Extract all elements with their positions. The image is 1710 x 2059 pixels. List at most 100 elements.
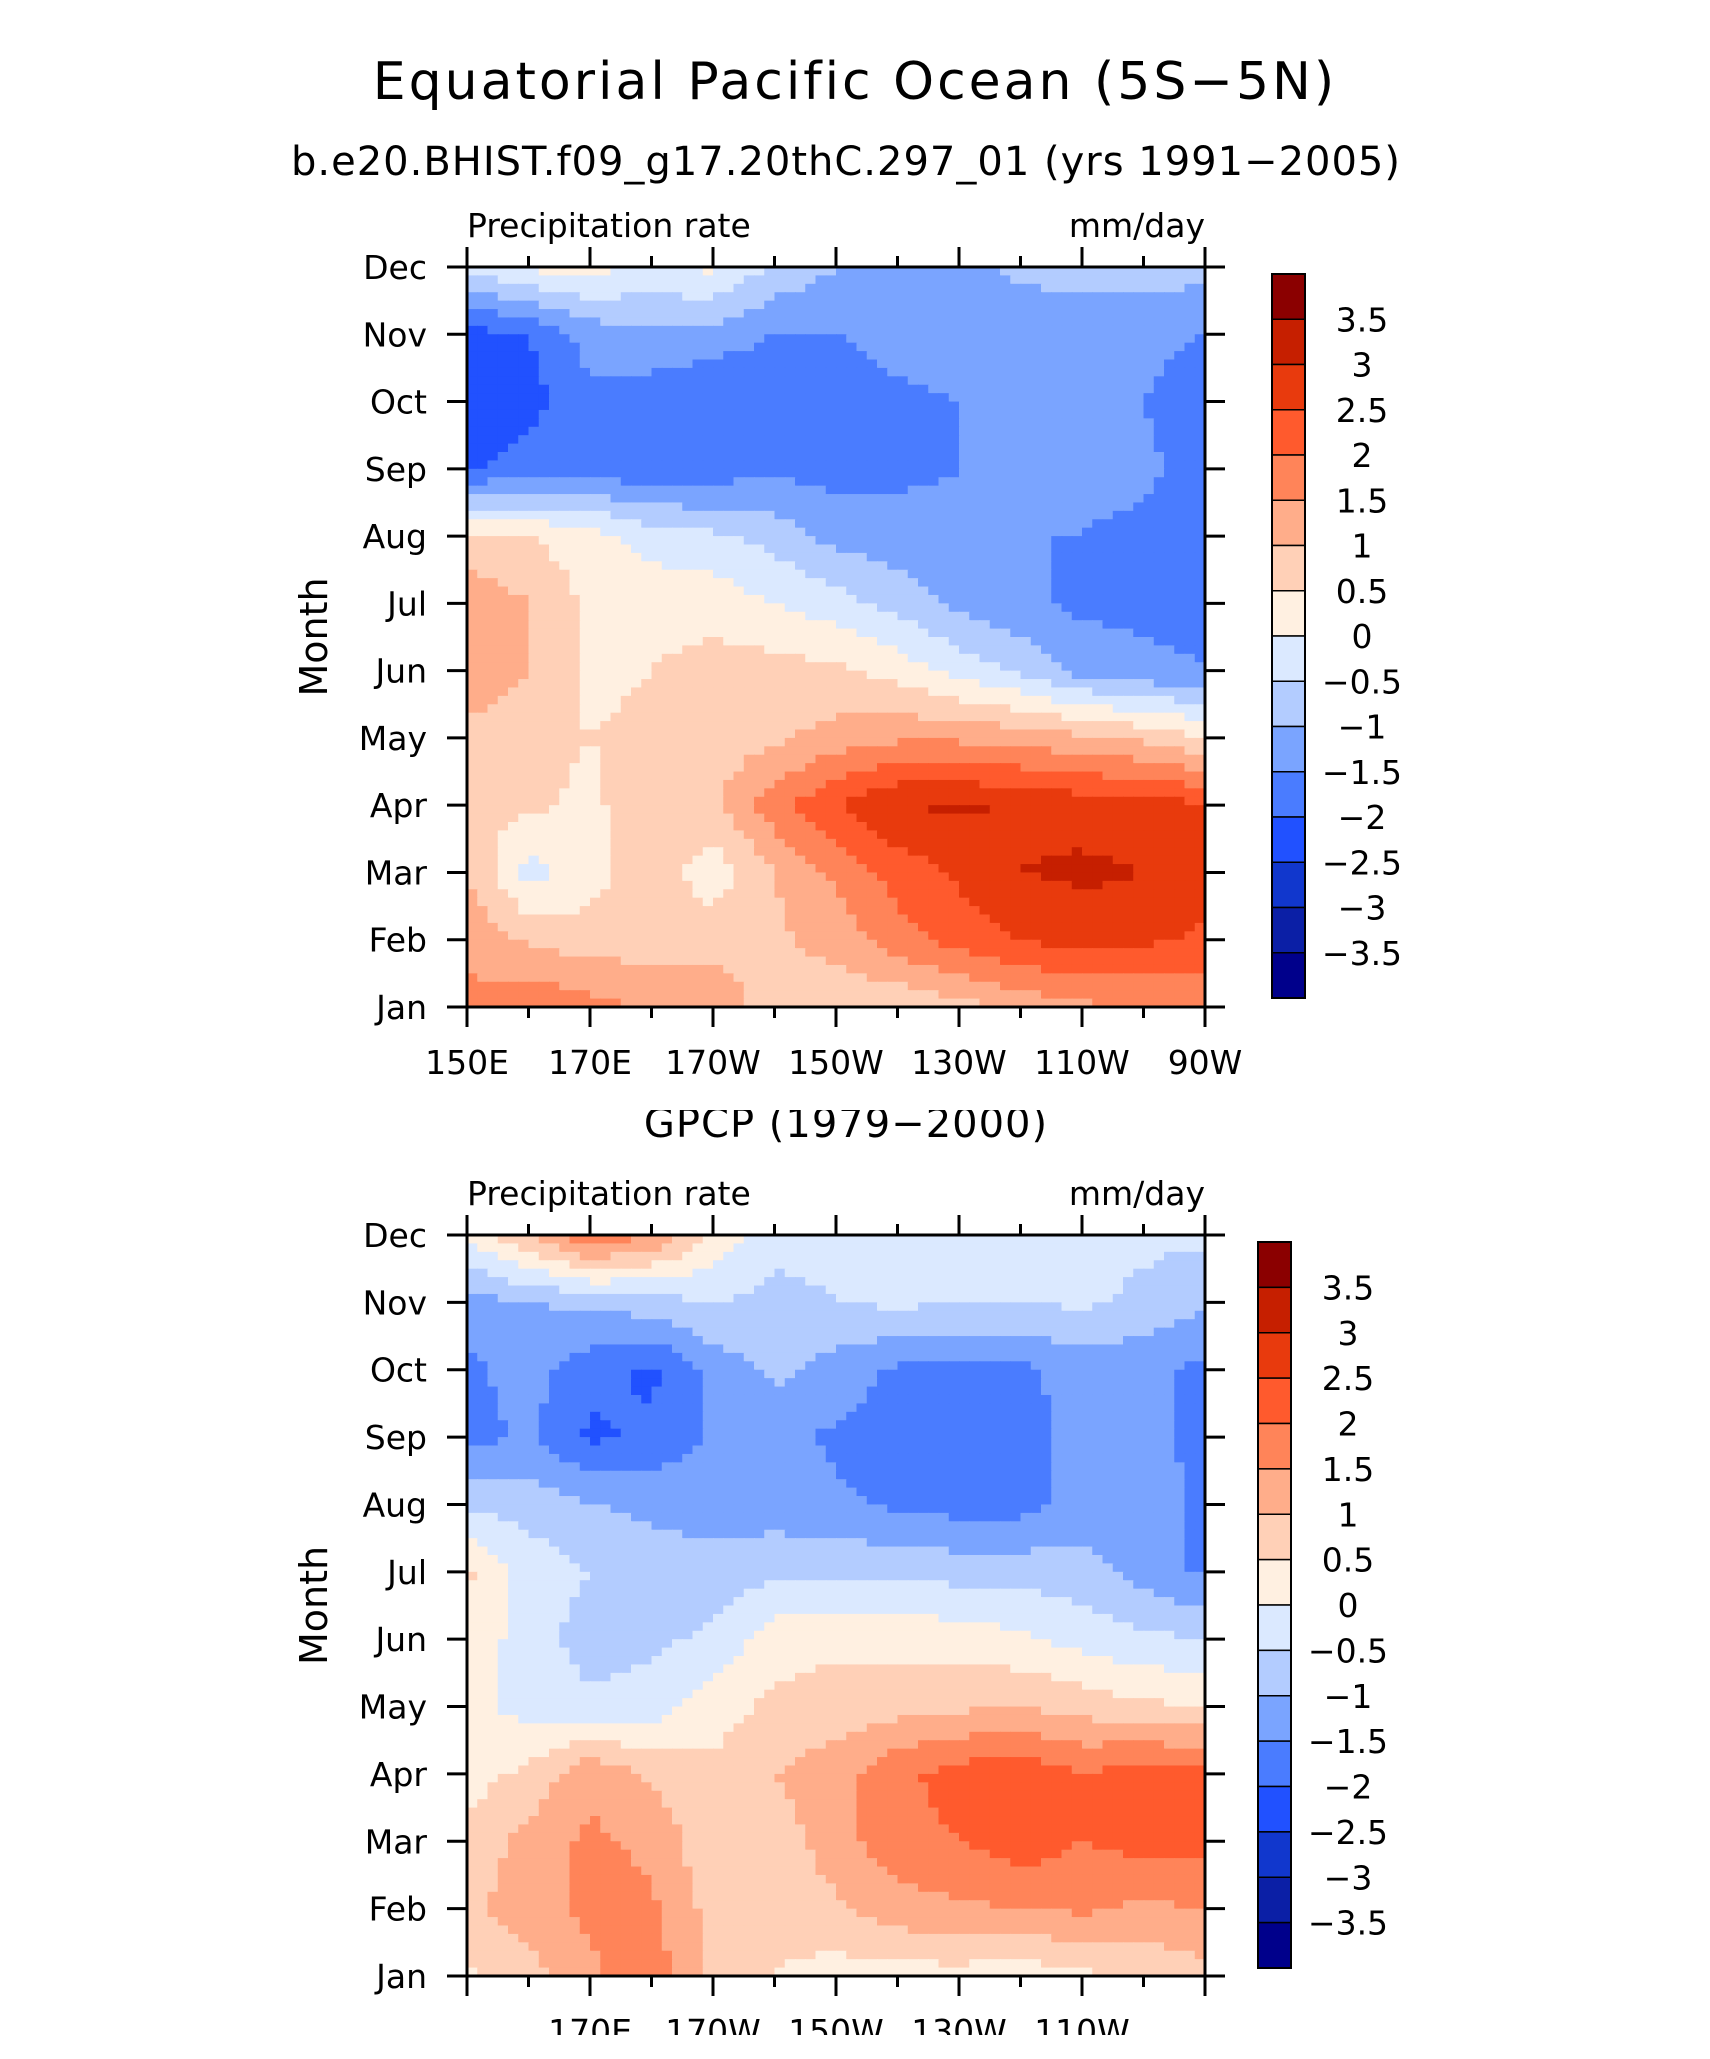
model-cell (805, 721, 817, 731)
model-cell (897, 527, 909, 537)
model-cell (764, 401, 776, 411)
model-cell (579, 376, 591, 386)
model-cell (508, 788, 520, 798)
model-cell (569, 367, 581, 378)
model-cell (743, 393, 755, 403)
model-cell (815, 426, 827, 436)
model-cell (682, 645, 694, 655)
model-cell (1061, 670, 1073, 680)
model-cell (528, 737, 540, 748)
model-cell (579, 342, 591, 352)
model-cell (733, 561, 745, 571)
model-cell (887, 418, 899, 428)
model-cell (1071, 401, 1083, 411)
model-cell (528, 477, 540, 487)
model-cell (713, 729, 725, 739)
model-cell (979, 460, 991, 470)
model-cell (497, 267, 509, 277)
model-cell (723, 561, 735, 571)
model-cell (1082, 754, 1094, 764)
model-cell (692, 351, 704, 361)
model-cell (897, 578, 909, 588)
model-cell (661, 847, 673, 857)
model-cell (1010, 309, 1022, 319)
model-cell (805, 779, 817, 790)
model-cell (733, 552, 745, 563)
model-cell (764, 477, 776, 487)
model-cell (1184, 393, 1196, 403)
model-cell (497, 485, 509, 495)
model-cell (518, 670, 530, 680)
model-cell (1133, 351, 1145, 361)
model-cell (1133, 771, 1145, 781)
model-cell (467, 586, 479, 596)
model-cell (641, 468, 653, 479)
model-cell (651, 426, 663, 436)
model-cell (518, 813, 530, 823)
model-cell (784, 267, 796, 277)
model-cell (774, 594, 786, 605)
model-cell (948, 267, 960, 277)
model-cell (661, 359, 673, 369)
model-cell (815, 359, 827, 369)
model-cell (620, 384, 632, 394)
model-cell (1092, 426, 1104, 436)
model-cell (897, 283, 909, 294)
model-cell (1071, 754, 1083, 764)
model-cell (743, 746, 755, 756)
model-cell (805, 300, 817, 310)
model-cell (764, 317, 776, 327)
model-cell (1133, 578, 1145, 588)
model-cell (1102, 838, 1114, 849)
model-cell (610, 620, 622, 630)
model-cell (1082, 325, 1094, 336)
model-cell (1000, 376, 1012, 386)
model-cell (508, 519, 520, 529)
model-cell (1051, 637, 1063, 647)
model-cell (877, 376, 889, 386)
model-cell (528, 334, 540, 344)
model-cell (979, 502, 991, 512)
model-cell (477, 267, 489, 277)
model-cell (518, 586, 530, 596)
model-cell (518, 393, 530, 403)
model-cell (1112, 485, 1124, 495)
model-cell (518, 519, 530, 529)
model-cell (1194, 460, 1206, 470)
model-cell (918, 704, 930, 714)
model-cell (979, 527, 991, 537)
model-cell (1123, 485, 1135, 495)
model-cell (825, 267, 837, 277)
model-cell (1112, 452, 1124, 462)
model-cell (590, 628, 602, 638)
model-cell (477, 611, 489, 621)
model-cell (1194, 544, 1206, 554)
model-cell (1030, 620, 1042, 630)
model-cell (528, 552, 540, 563)
model-cell (918, 477, 930, 487)
model-cell (590, 687, 602, 697)
model-cell (836, 611, 848, 621)
model-cell (743, 351, 755, 361)
model-cell (856, 359, 868, 369)
model-cell (579, 611, 591, 621)
model-cell (661, 544, 673, 554)
model-cell (733, 620, 745, 630)
model-cell (620, 805, 632, 815)
model-cell (1143, 485, 1155, 495)
model-cell (959, 435, 971, 445)
model-cell (1164, 292, 1176, 302)
model-cell (620, 292, 632, 302)
model-cell (477, 418, 489, 428)
model-cell (723, 737, 735, 748)
model-cell (907, 443, 919, 453)
model-cell (518, 788, 530, 798)
model-cell (1030, 737, 1042, 748)
model-cell (754, 645, 766, 655)
model-cell (579, 729, 591, 739)
model-cell (846, 645, 858, 655)
model-cell (702, 351, 714, 361)
model-cell (610, 418, 622, 428)
model-cell (723, 779, 735, 790)
model-cell (641, 594, 653, 605)
